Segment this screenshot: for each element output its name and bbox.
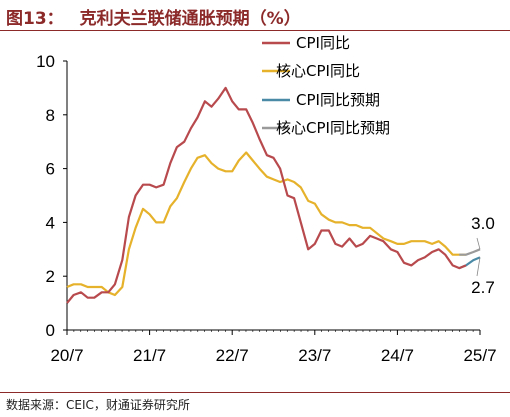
x-tick-label: 20/7: [50, 346, 83, 365]
x-tick-label: 22/7: [216, 346, 249, 365]
annotation-1: 2.7: [471, 278, 495, 297]
legend-label-1: 核心CPI同比: [276, 62, 360, 80]
axes: 0 2 4 6 8 10 20/7 21/7 22/7 23/7 24/7 25/7: [36, 52, 496, 365]
title-rule: [0, 30, 510, 31]
legend-label-0: CPI同比: [296, 34, 350, 52]
annotation-leader-0: [476, 237, 481, 250]
annotation-leader-1: [476, 257, 481, 277]
series-line-1: [66, 151, 466, 297]
x-tick-label: 25/7: [463, 346, 496, 365]
series-line-0: [66, 86, 467, 304]
footer-rule: [0, 392, 510, 393]
series-lines: [66, 86, 481, 304]
figure-number: 图13：: [6, 9, 64, 29]
chart-title: 图13： 克利夫兰联储通胀预期（%）: [6, 4, 301, 29]
series-line-3: [459, 248, 481, 256]
x-tick-label: 21/7: [133, 346, 166, 365]
annotations: 3.0 2.7: [471, 214, 495, 297]
x-tick-label: 23/7: [298, 346, 331, 365]
y-tick-label: 6: [46, 160, 55, 179]
chart: 0 2 4 6 8 10 20/7 21/7 22/7 23/7 24/7 25/7 CPI同比核心C…: [36, 34, 496, 365]
x-tick-label: 24/7: [381, 346, 414, 365]
y-tick-label: 0: [46, 321, 55, 340]
y-tick-label: 8: [46, 106, 55, 125]
y-tick-label: 4: [46, 213, 55, 232]
annotation-0: 3.0: [471, 214, 495, 233]
legend-label-2: CPI同比预期: [296, 91, 380, 109]
y-tick-label: 2: [46, 267, 55, 286]
source-note: 数据来源：CEIC，财通证券研究所: [6, 398, 190, 412]
legend-label-3: 核心CPI同比预期: [276, 119, 390, 137]
y-tick-label: 10: [36, 52, 55, 71]
figure-title: 克利夫兰联储通胀预期（%）: [79, 9, 301, 29]
